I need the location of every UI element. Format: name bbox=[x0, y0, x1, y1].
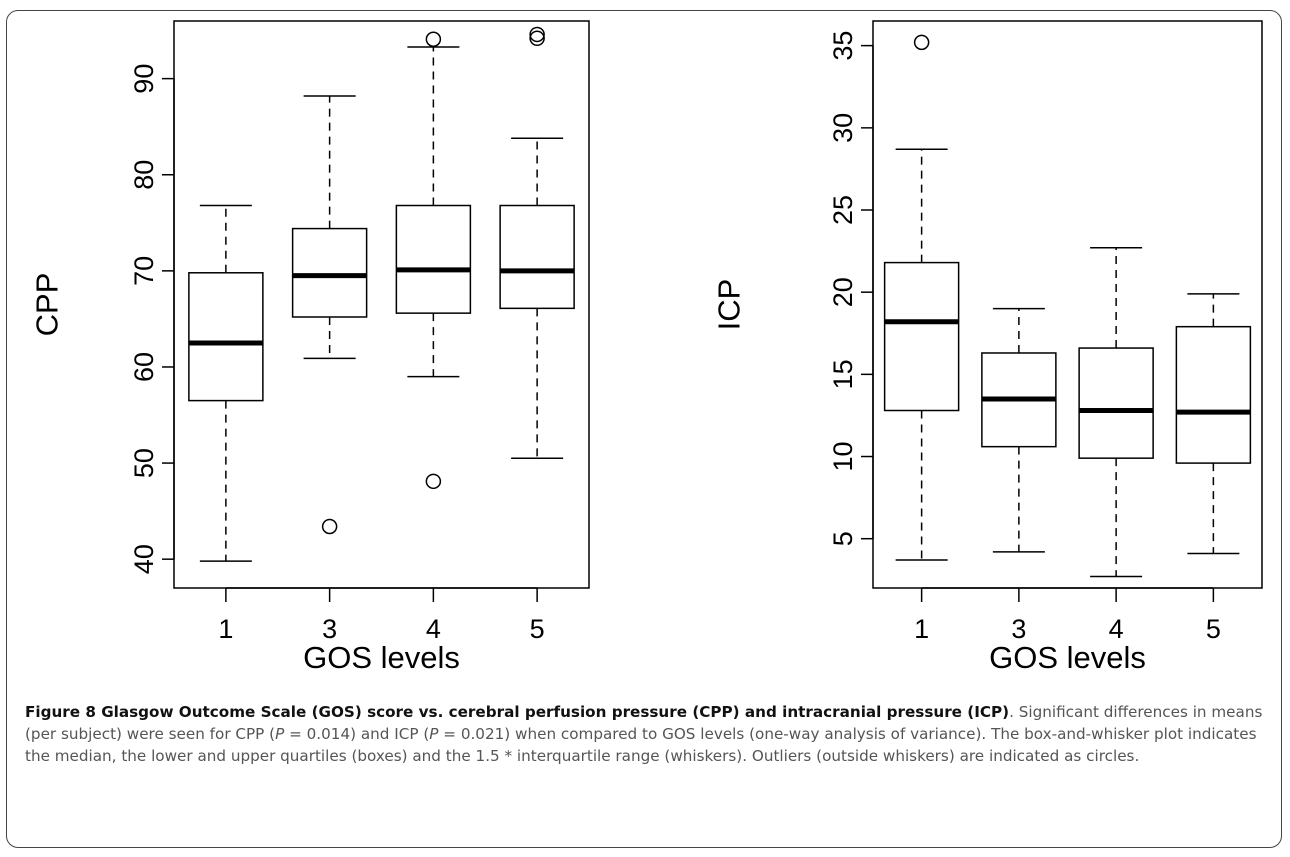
quartile-box bbox=[1175, 325, 1252, 464]
y-tick-label: 15 bbox=[828, 359, 858, 389]
quartile-box bbox=[395, 204, 472, 314]
caption-text-2: = 0.014) and ICP ( bbox=[284, 725, 430, 743]
quartile-box bbox=[499, 204, 575, 310]
box-gos-1 bbox=[883, 34, 960, 561]
y-axis-title: CPP bbox=[30, 273, 65, 337]
box-gos-3 bbox=[291, 95, 368, 535]
y-tick-label: 10 bbox=[828, 441, 858, 471]
x-tick-label: 4 bbox=[426, 614, 441, 644]
x-axis-title: GOS levels bbox=[989, 640, 1146, 675]
caption-p-symbol-2: P bbox=[429, 725, 439, 743]
y-tick-label: 35 bbox=[828, 31, 858, 61]
x-tick-label: 5 bbox=[530, 614, 545, 644]
figure-caption: Figure 8 Glasgow Outcome Scale (GOS) sco… bbox=[25, 701, 1277, 767]
x-tick-label: 5 bbox=[1206, 614, 1221, 644]
y-tick-label: 70 bbox=[129, 256, 159, 286]
quartile-box bbox=[291, 227, 368, 318]
quartile-box bbox=[883, 261, 960, 412]
x-tick-label: 3 bbox=[1011, 614, 1026, 644]
y-tick-label: 50 bbox=[129, 448, 159, 478]
panel-1-cpp: 40 50 60 70 80 90 CPP 1 3 4 5 GOS levels bbox=[30, 20, 590, 675]
outlier-point bbox=[529, 26, 545, 43]
outlier-point bbox=[913, 34, 930, 51]
x-tick-label: 1 bbox=[218, 614, 233, 644]
caption-text-1: . Significant differences in means (per … bbox=[25, 703, 1263, 743]
y-tick-label: 30 bbox=[828, 113, 858, 143]
box-gos-4 bbox=[1078, 247, 1154, 578]
outlier-point bbox=[321, 518, 338, 535]
quartile-box bbox=[1078, 347, 1154, 459]
y-tick-label: 25 bbox=[828, 195, 858, 225]
y-tick-label: 20 bbox=[828, 277, 858, 307]
x-axis-title: GOS levels bbox=[303, 640, 460, 675]
outlier-point bbox=[425, 473, 442, 490]
y-tick-label: 60 bbox=[129, 352, 159, 382]
y-tick-label: 80 bbox=[129, 160, 159, 190]
quartile-box bbox=[188, 272, 264, 402]
panel-2-icp: 5 10 15 20 25 30 35 ICP 1 3 4 5 GOS levels bbox=[712, 20, 1263, 675]
box-gos-5 bbox=[1175, 293, 1252, 555]
box-gos-3 bbox=[981, 307, 1057, 553]
box-gos-1 bbox=[188, 204, 264, 562]
caption-text-3: = 0.021) when compared to GOS levels (on… bbox=[25, 725, 1257, 765]
outlier-point bbox=[529, 30, 545, 47]
y-tick-label: 90 bbox=[129, 64, 159, 94]
caption-p-symbol-1: P bbox=[275, 725, 285, 743]
figure-frame: 40 50 60 70 80 90 CPP 1 3 4 5 GOS levels 5 10 15 20 25 30… bbox=[6, 10, 1282, 848]
x-tick-label: 3 bbox=[322, 614, 337, 644]
box-gos-5 bbox=[499, 26, 575, 460]
box-gos-4 bbox=[395, 31, 472, 490]
y-axis-title: ICP bbox=[712, 279, 747, 331]
x-tick-label: 4 bbox=[1109, 614, 1124, 644]
outlier-point bbox=[425, 31, 442, 48]
caption-title: Figure 8 Glasgow Outcome Scale (GOS) sco… bbox=[25, 703, 1010, 721]
y-tick-label: 40 bbox=[129, 544, 159, 574]
x-tick-label: 1 bbox=[914, 614, 929, 644]
y-tick-label: 5 bbox=[828, 531, 858, 546]
